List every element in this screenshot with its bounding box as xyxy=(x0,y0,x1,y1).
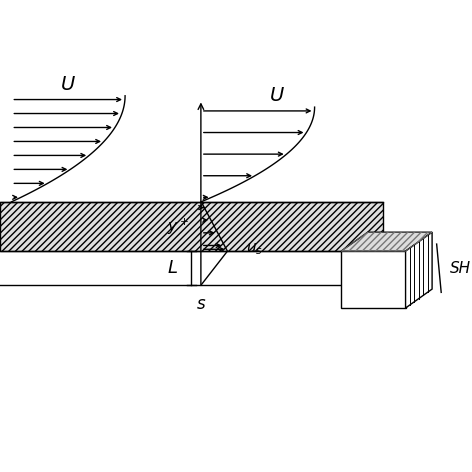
Polygon shape xyxy=(341,232,432,251)
Text: SH: SH xyxy=(450,261,471,276)
Text: $U$: $U$ xyxy=(60,75,76,94)
Bar xyxy=(0,202,383,251)
Text: $s$: $s$ xyxy=(196,295,206,313)
Polygon shape xyxy=(341,251,405,308)
Polygon shape xyxy=(405,232,432,308)
Text: $y^+$: $y^+$ xyxy=(167,216,189,236)
Text: $L$: $L$ xyxy=(167,259,178,277)
Text: $U$: $U$ xyxy=(269,86,285,105)
Text: $u_s$: $u_s$ xyxy=(246,241,263,257)
